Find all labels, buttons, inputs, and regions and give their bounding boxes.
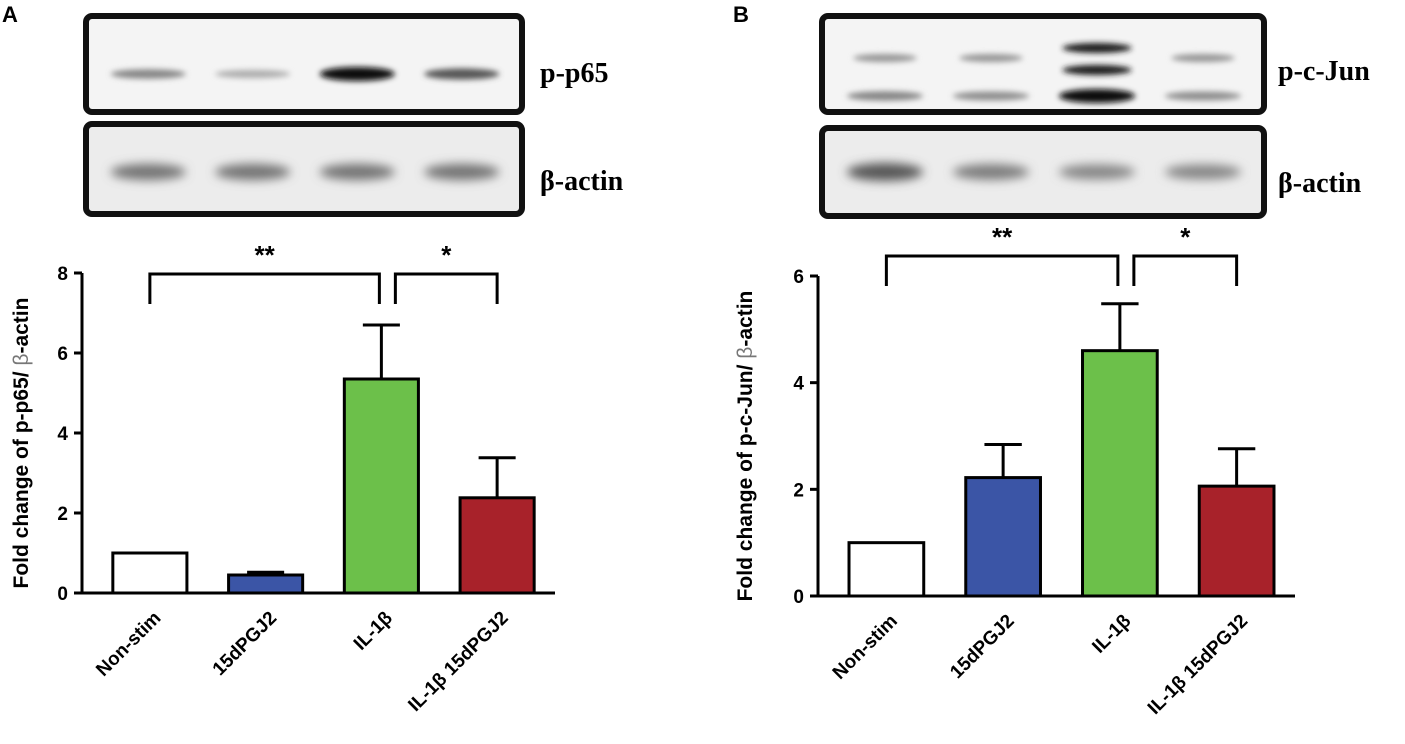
blot-band-1-1-2 xyxy=(1058,164,1136,180)
category-label-0: Non-stim xyxy=(92,608,165,681)
bar-1 xyxy=(227,573,305,595)
blot-band-1-1-3 xyxy=(1164,164,1242,180)
blot-band-0-1-3 xyxy=(424,163,500,181)
y-tick-label: 2 xyxy=(57,504,68,525)
significance-bracket-0 xyxy=(148,272,381,304)
significance-label-1: * xyxy=(441,240,452,270)
blot-label-actin-b: β-actin xyxy=(1278,168,1362,199)
y-axis-label: Fold change of p-c-Jun/ β-actin xyxy=(734,291,757,602)
y-axis-label-part: -actin xyxy=(10,298,33,354)
bar-3 xyxy=(458,496,536,595)
y-tick-label: 8 xyxy=(57,264,68,285)
y-axis-label-part: -actin xyxy=(734,291,757,347)
blot-band-upper-3 xyxy=(1171,54,1235,62)
blot-label-p-c-jun: p-c-Jun xyxy=(1278,56,1370,87)
bar-3 xyxy=(1197,484,1276,598)
y-tick-label: 4 xyxy=(793,374,804,395)
bar-0 xyxy=(111,551,189,595)
blot-band-upper-2 xyxy=(1062,43,1132,53)
blot-band-0-1-0 xyxy=(110,163,186,181)
y-tick-label: 0 xyxy=(57,584,68,605)
bar-2 xyxy=(1081,349,1159,598)
y-axis-label-beta: β xyxy=(734,347,757,359)
blot-band-1-1-0 xyxy=(846,163,924,181)
blot-label-p-p65: p-p65 xyxy=(540,58,608,89)
significance-bracket-0 xyxy=(884,254,1120,286)
blot-band-1-0-0 xyxy=(846,91,924,101)
y-tick-label: 4 xyxy=(57,424,68,445)
blot-band-1-0-1 xyxy=(952,91,1030,101)
cjun-bands xyxy=(846,43,1242,103)
y-axis-label-part: Fold change of p-c-Jun/ xyxy=(734,359,757,602)
y-tick-label: 6 xyxy=(793,267,804,288)
y-axis-label-part: Fold change of p-p65/ xyxy=(10,366,33,589)
significance-bracket-1 xyxy=(1132,254,1239,286)
panel-a-blot-p65 xyxy=(83,13,525,115)
y-axis-label-beta: β xyxy=(10,354,33,366)
blot-band-0-0-3 xyxy=(424,68,500,80)
category-label-1: 15dPGJ2 xyxy=(209,608,281,680)
actin-bands-b xyxy=(846,163,1242,181)
y-tick-label: 6 xyxy=(57,344,68,365)
category-label-1: 15dPGJ2 xyxy=(946,611,1018,683)
bar-2 xyxy=(342,377,420,595)
y-axis-label: Fold change of p-p65/ β-actin xyxy=(10,298,33,589)
significance-label-0: ** xyxy=(255,240,276,270)
panel-b-blot-actin xyxy=(819,125,1267,219)
category-label-3: IL-1β 15dPGJ2 xyxy=(404,608,512,716)
blot-band-0-1-2 xyxy=(319,163,395,181)
blot-label-actin-a: β-actin xyxy=(540,166,624,197)
blot-band-upper-1 xyxy=(959,54,1023,62)
panel-b-letter: B xyxy=(733,2,749,27)
panel-a-letter: A xyxy=(2,2,18,27)
panel-b-blot-cjun xyxy=(819,13,1267,115)
bar-0 xyxy=(847,541,926,598)
significance-label-0: ** xyxy=(992,222,1013,252)
bar-1 xyxy=(964,476,1042,598)
blot-band-0-0-2 xyxy=(319,67,395,81)
chart-b: 0 2 4 6 Fold change of p-c-Jun/ β-actin Non-s… xyxy=(734,222,1295,719)
category-label-2: IL-1β xyxy=(350,608,397,655)
category-label-0: Non-stim xyxy=(829,611,902,684)
p65-bands xyxy=(110,67,500,81)
actin-bands-a xyxy=(110,163,500,181)
blot-band-0-0-1 xyxy=(215,69,291,79)
blot-band-1-0-3 xyxy=(1164,91,1242,101)
y-tick-label: 2 xyxy=(793,480,804,501)
blot-band-0-1-1 xyxy=(215,163,291,181)
panel-a-blot-actin xyxy=(83,121,525,217)
blot-band-upper-2 xyxy=(1062,65,1132,75)
y-tick-label: 0 xyxy=(793,587,804,608)
category-label-3: IL-1β 15dPGJ2 xyxy=(1144,611,1252,719)
significance-bracket-1 xyxy=(393,272,499,304)
significance-label-1: * xyxy=(1180,222,1191,252)
blot-band-0-0-0 xyxy=(110,69,186,79)
blot-band-1-1-1 xyxy=(952,164,1030,180)
category-label-2: IL-1β xyxy=(1088,611,1135,658)
chart-a: 0 2 4 6 8 Fold change of p-p65/ β-actin Non-st… xyxy=(10,240,555,716)
blot-band-upper-0 xyxy=(853,54,917,62)
blot-band-1-0-2 xyxy=(1058,89,1136,103)
